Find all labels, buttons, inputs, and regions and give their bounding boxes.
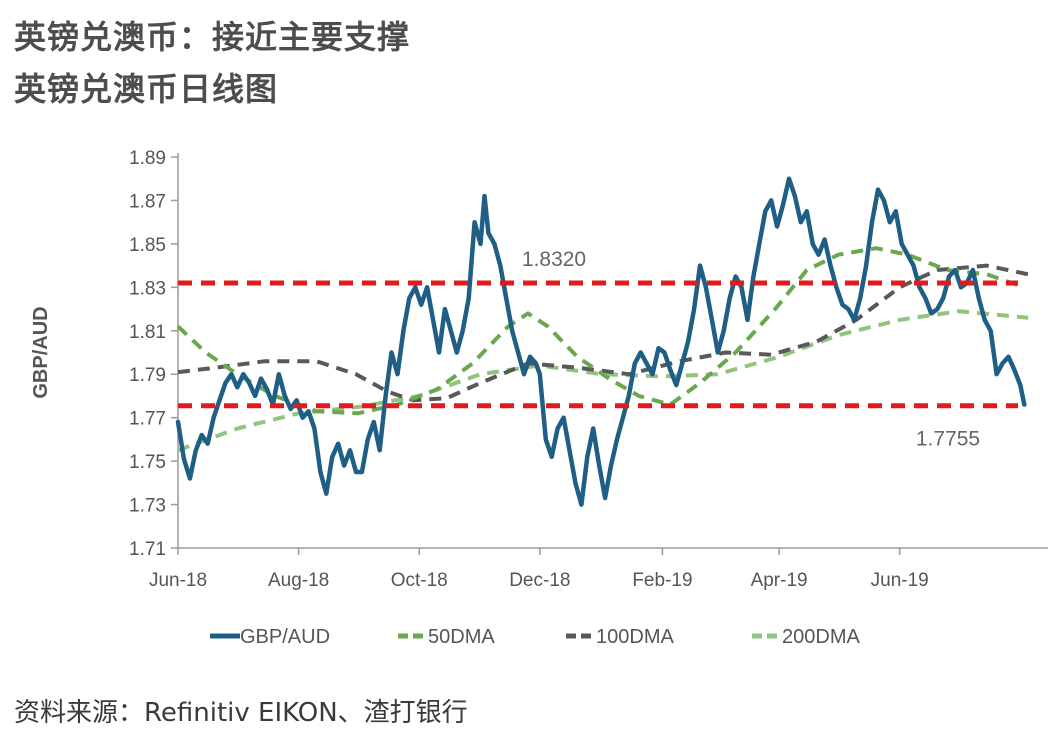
x-tick-label: Feb-19 [632, 570, 692, 591]
level-label: 1.7755 [916, 428, 980, 451]
x-tick-label: Jun-18 [149, 570, 207, 591]
gbpaud-line-chart: 1.89 1.87 1.85 1.83 1.81 1.79 1.77 1.75 1.73 1.71… [30, 148, 1048, 648]
y-tick-label: 1.87 [129, 191, 166, 212]
series-dma100-line [177, 263, 1029, 403]
support-resistance-levels: 1.8320 1.7755 [178, 248, 1018, 451]
level-label: 1.8320 [522, 248, 586, 271]
legend-label-dma200: 200DMA [782, 626, 860, 648]
series-lines [175, 176, 1029, 507]
x-tick-label: Aug-18 [268, 570, 329, 591]
y-tick-label: 1.81 [129, 322, 166, 343]
y-tick-label: 1.89 [129, 148, 166, 169]
y-tick-label: 1.73 [129, 496, 166, 517]
x-tick-label: Jun-19 [871, 570, 929, 591]
y-tick-label: 1.83 [129, 278, 166, 299]
source-note: 资料来源：Refinitiv EIKON、渣打银行 [14, 698, 468, 728]
series-dma200-line [177, 309, 1029, 453]
y-tick-label: 1.71 [129, 539, 166, 560]
x-tick-label: Oct-18 [391, 570, 448, 591]
legend-label-gbpaud: GBP/AUD [240, 626, 330, 648]
chart-subtitle: 英镑兑澳币日线图 [14, 70, 279, 108]
legend-label-dma50: 50DMA [428, 626, 495, 648]
legend-label-dma100: 100DMA [596, 626, 674, 648]
x-tick-label: Apr-19 [751, 570, 808, 591]
y-tick-label: 1.85 [129, 235, 166, 256]
y-tick-label: 1.79 [129, 365, 166, 386]
x-tick-label: Dec-18 [509, 570, 570, 591]
y-axis-label: GBP/AUD [30, 306, 52, 398]
chart-title: 英镑兑澳币：接近主要支撑 [14, 18, 411, 56]
legend: GBP/AUD 50DMA 100DMA 200DMA [210, 626, 860, 648]
series-gbpaud-line [175, 176, 1027, 507]
series-dma50-line [176, 246, 1025, 416]
y-tick-label: 1.75 [129, 452, 166, 473]
y-tick-label: 1.77 [129, 409, 166, 430]
axes: 1.89 1.87 1.85 1.83 1.81 1.79 1.77 1.75 1.73 1.71… [30, 148, 1048, 591]
